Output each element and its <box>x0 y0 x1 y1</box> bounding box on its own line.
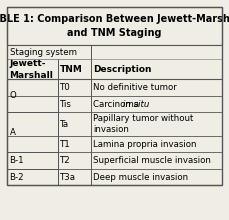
Bar <box>7 169 222 185</box>
Text: T3a: T3a <box>60 173 76 182</box>
Text: A: A <box>9 128 15 137</box>
Text: Tis: Tis <box>60 100 71 109</box>
Text: B-2: B-2 <box>9 173 24 182</box>
Bar <box>91 45 222 59</box>
Bar <box>7 45 91 59</box>
Bar <box>7 112 57 152</box>
Bar <box>7 79 222 96</box>
Text: T2: T2 <box>60 156 70 165</box>
Text: Jewett-
Marshall: Jewett- Marshall <box>9 59 53 80</box>
Bar <box>7 59 222 79</box>
Bar <box>7 7 222 185</box>
Text: No definitive tumor: No definitive tumor <box>93 83 177 92</box>
Bar <box>7 136 222 152</box>
Text: Staging system: Staging system <box>9 48 76 57</box>
Text: Papillary tumor without
invasion: Papillary tumor without invasion <box>93 114 194 134</box>
Bar <box>7 96 222 112</box>
Text: TABLE 1: Comparison Between Jewett-Marshall
and TNM Staging: TABLE 1: Comparison Between Jewett-Marsh… <box>0 14 229 38</box>
Bar <box>7 7 222 45</box>
Text: B-1: B-1 <box>9 156 24 165</box>
Text: Lamina propria invasion: Lamina propria invasion <box>93 140 197 149</box>
Text: Ta: Ta <box>60 120 69 129</box>
Text: Deep muscle invasion: Deep muscle invasion <box>93 173 188 182</box>
Text: O: O <box>9 92 16 101</box>
Text: Carcinoma: Carcinoma <box>93 100 142 109</box>
Bar <box>7 112 222 136</box>
Text: TNM: TNM <box>60 65 82 74</box>
Text: Superficial muscle invasion: Superficial muscle invasion <box>93 156 211 165</box>
Text: Description: Description <box>93 65 152 74</box>
Bar <box>7 152 222 169</box>
Bar <box>7 79 57 112</box>
Bar <box>7 169 57 185</box>
Text: in situ: in situ <box>123 100 150 109</box>
Text: T0: T0 <box>60 83 70 92</box>
Text: T1: T1 <box>60 140 70 149</box>
Bar <box>7 152 57 169</box>
